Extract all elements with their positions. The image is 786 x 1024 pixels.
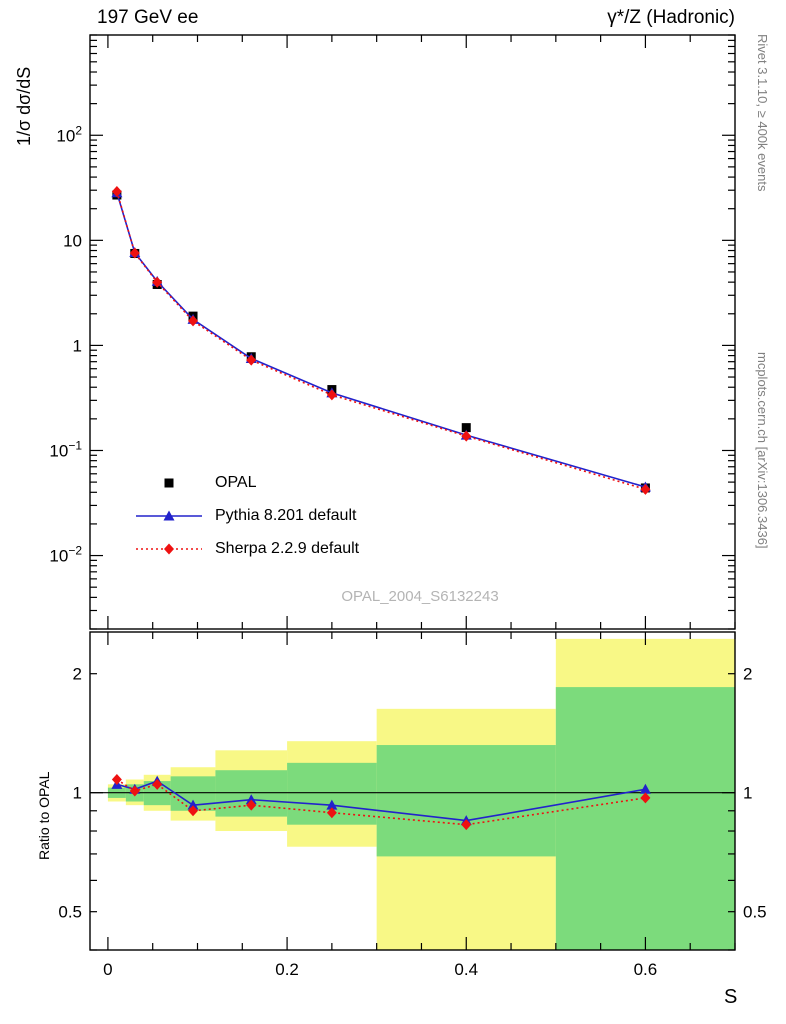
legend-item-pythia: Pythia 8.201 default xyxy=(133,499,359,532)
svg-text:10−2: 10−2 xyxy=(49,544,82,566)
svg-text:1: 1 xyxy=(73,336,82,355)
legend-item-opal: OPAL xyxy=(133,466,359,499)
sherpa-diamond-line-sample xyxy=(136,543,202,554)
svg-text:0.5: 0.5 xyxy=(743,903,767,922)
svg-text:2: 2 xyxy=(73,665,82,684)
plot-title-process: γ*/Z (Hadronic) xyxy=(607,7,735,28)
svg-text:10: 10 xyxy=(63,231,82,250)
analysis-id-watermark: OPAL_2004_S6132243 xyxy=(341,588,499,605)
opal-square-marker-sample xyxy=(164,478,174,487)
svg-text:1: 1 xyxy=(73,784,82,803)
pythia-triangle-line-sample xyxy=(136,510,202,520)
svg-text:0.2: 0.2 xyxy=(275,960,299,979)
legend-label-pythia: Pythia 8.201 default xyxy=(215,506,357,524)
legend: OPAL Pythia 8.201 default Sherpa 2.2.9 d… xyxy=(133,466,359,565)
ratio-y-axis-label: Ratio to OPAL xyxy=(36,771,52,860)
svg-text:10−1: 10−1 xyxy=(49,438,82,460)
plot-title-energy: 197 GeV ee xyxy=(97,7,199,28)
legend-label-sherpa: Sherpa 2.2.9 default xyxy=(215,539,360,557)
legend-label-opal: OPAL xyxy=(215,473,257,491)
x-axis-label: S xyxy=(724,986,738,1008)
mcplots-attribution-note: mcplots.cern.ch [arXiv:1306.3436] xyxy=(755,352,770,549)
svg-text:2: 2 xyxy=(743,665,752,684)
svg-text:0: 0 xyxy=(103,960,112,979)
main-y-axis-label: 1/σ dσ/dS xyxy=(14,66,34,146)
svg-text:0.6: 0.6 xyxy=(634,960,658,979)
svg-text:0.4: 0.4 xyxy=(454,960,478,979)
svg-text:1: 1 xyxy=(743,784,752,803)
svg-text:0.5: 0.5 xyxy=(58,903,82,922)
legend-item-sherpa: Sherpa 2.2.9 default xyxy=(133,532,359,565)
rivet-version-note: Rivet 3.1.10, ≥ 400k events xyxy=(755,34,770,192)
svg-text:102: 102 xyxy=(56,123,82,145)
